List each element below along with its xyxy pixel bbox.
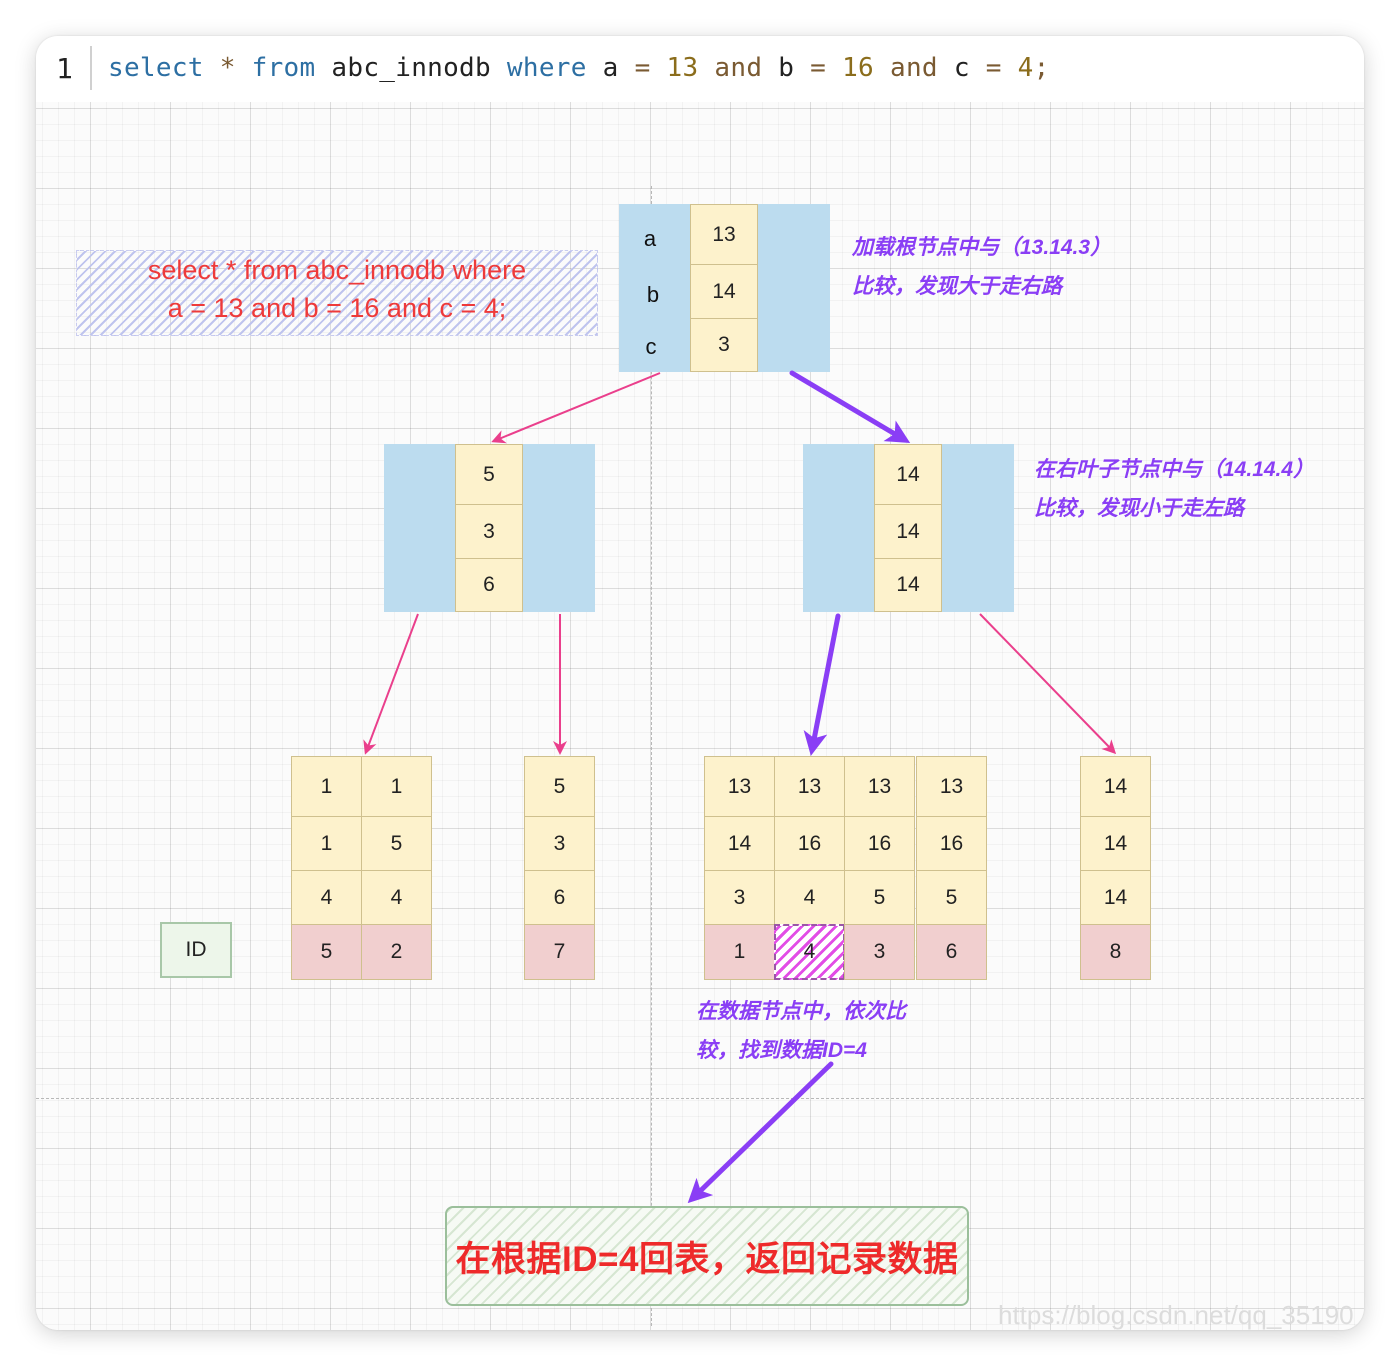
leaf1-c-1: 4 [291,870,362,926]
code-token [826,53,842,83]
code-token: c [937,53,986,83]
data-note-line2: 较，找到数据ID=4 [696,1039,867,1062]
leaf4-c-1: 14 [1080,870,1151,926]
leaf3-b-2: 16 [774,816,845,872]
root-label-b: b [646,282,660,307]
root-label-a: a [643,226,657,251]
leaf4-b-1: 14 [1080,816,1151,872]
code-token: = [810,53,827,83]
diagram-card: 1 select * from abc_innodb where a = 13 … [36,36,1364,1330]
code-token [1002,53,1018,83]
code-token: a [586,53,635,83]
internal-right-key-c: 14 [874,558,942,612]
leaf3-id-2-found: 4 [774,924,845,980]
sql-code: select * from abc_innodb where a = 13 an… [108,53,1050,83]
internal-left-key-b: 3 [455,504,523,560]
leaf2-id-1: 7 [524,924,595,980]
code-token: 16 [842,53,875,83]
leaf3-id-4: 6 [916,924,987,980]
sql-note: select * from abc_innodb where a = 13 an… [76,250,598,336]
code-token: 13 [666,53,699,83]
internal-left-key-a: 5 [455,444,523,506]
leaf1-id-2: 2 [361,924,432,980]
leaf1-a-1: 1 [291,756,362,818]
leaf3-b-4: 16 [916,816,987,872]
gutter-divider [90,46,92,90]
leaf1-b-1: 1 [291,816,362,872]
code-token: 4 [1017,53,1034,83]
code-token: from [251,53,316,83]
root-key-a: 13 [690,204,758,266]
root-note-line2: 比较，发现大于走右路 [852,275,1062,298]
leaf3-id-3: 3 [844,924,915,980]
leaf3-c-3: 5 [844,870,915,926]
code-token: = [634,53,651,83]
internal-right-key-a: 14 [874,444,942,506]
internal-left-key-c: 6 [455,558,523,612]
code-token: b [762,53,811,83]
horizontal-guide [36,1098,1364,1099]
root-note-line1: 加载根节点中与（13.14.3） [852,236,1112,259]
code-token: abc_innodb [315,53,507,83]
code-token: and [889,53,938,83]
code-token [698,53,714,83]
leaf3-c-4: 5 [916,870,987,926]
data-note-line1: 在数据节点中，依次比 [696,1000,906,1023]
final-lookup-box: 在根据ID=4回表，返回记录数据 [445,1206,969,1306]
root-note: 加载根节点中与（13.14.3） 比较，发现大于走右路 [852,228,1111,306]
root-key-c: 3 [690,318,758,372]
sql-note-line2: a = 13 and b = 16 and c = 4; [167,293,507,323]
line-number: 1 [56,52,73,85]
sql-note-line1: select * from abc_innodb where [147,255,527,285]
watermark: https://blog.csdn.net/qq_35190 [998,1300,1354,1330]
code-token: * [219,53,236,83]
leaf1-c-2: 4 [361,870,432,926]
leaf3-a-4: 13 [916,756,987,818]
leaf3-c-1: 3 [704,870,775,926]
leaf1-a-2: 1 [361,756,432,818]
leaf3-a-2: 13 [774,756,845,818]
right-note-line2: 比较，发现小于走左路 [1034,497,1244,520]
leaf4-a-1: 14 [1080,756,1151,818]
code-token [651,53,667,83]
leaf2-b-1: 3 [524,816,595,872]
code-token: where [506,53,587,83]
root-key-b: 14 [690,264,758,320]
leaf3-id-1: 1 [704,924,775,980]
id-legend: ID [160,922,232,978]
internal-right-key-b: 14 [874,504,942,560]
leaf1-id-1: 5 [291,924,362,980]
code-token [874,53,890,83]
code-token: ; [1033,53,1050,83]
right-node-note: 在右叶子节点中与（14.14.4） 比较，发现小于走左路 [1034,450,1314,528]
data-node-note: 在数据节点中，依次比 较，找到数据ID=4 [696,992,906,1070]
right-note-line1: 在右叶子节点中与（14.14.4） [1034,458,1315,481]
leaf2-c-1: 6 [524,870,595,926]
code-token [204,53,220,83]
code-token: select [108,53,204,83]
leaf3-b-3: 16 [844,816,915,872]
code-token: and [714,53,763,83]
leaf3-a-3: 13 [844,756,915,818]
code-token: = [985,53,1002,83]
leaf3-c-2: 4 [774,870,845,926]
leaf1-b-2: 5 [361,816,432,872]
leaf3-a-1: 13 [704,756,775,818]
leaf3-b-1: 14 [704,816,775,872]
leaf4-id-1: 8 [1080,924,1151,980]
root-label-c: c [645,334,657,359]
code-token [236,53,252,83]
code-line: 1 select * from abc_innodb where a = 13 … [36,36,1364,102]
leaf2-a-1: 5 [524,756,595,818]
vertical-guide [651,186,652,1326]
